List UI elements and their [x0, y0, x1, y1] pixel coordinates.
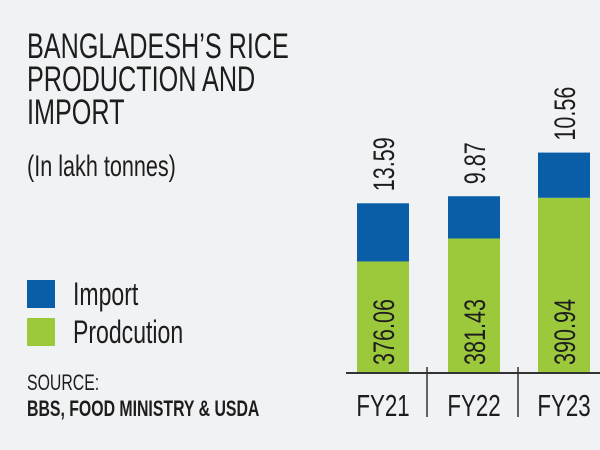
x-tick-label: FY21 — [356, 388, 409, 422]
x-tick-label: FY23 — [537, 388, 590, 422]
data-label-production: 390.94 — [547, 299, 581, 365]
title-line: BANGLADESH’S RICE — [27, 27, 289, 66]
x-tick-label: FY22 — [447, 388, 500, 422]
bar-import-FY21 — [357, 203, 409, 262]
legend-label: Prodcution — [73, 314, 184, 350]
data-label-import: 13.59 — [366, 137, 400, 191]
legend-label: Import — [73, 276, 139, 312]
legend-swatch-production — [27, 318, 55, 346]
title-line: IMPORT — [27, 93, 125, 132]
chart-subtitle: (In lakh tonnes) — [27, 150, 176, 183]
data-label-production: 381.43 — [457, 299, 491, 365]
bar-production-FY22 — [448, 238, 500, 373]
source-text: BBS, FOOD MINISTRY & USDA — [27, 396, 260, 421]
bar-production-FY23 — [538, 197, 590, 373]
title-line: PRODUCTION AND — [27, 60, 256, 99]
data-label-production: 376.06 — [366, 299, 400, 365]
source-label: SOURCE: — [27, 370, 100, 395]
bar-import-FY23 — [538, 152, 590, 198]
legend-swatch-import — [27, 280, 55, 308]
bar-production-FY21 — [357, 261, 409, 373]
data-label-import: 10.56 — [547, 87, 581, 141]
bar-import-FY22 — [448, 196, 500, 239]
data-label-import: 9.87 — [457, 142, 491, 184]
chart-title: BANGLADESH’S RICE PRODUCTION AND IMPORT — [27, 27, 289, 132]
